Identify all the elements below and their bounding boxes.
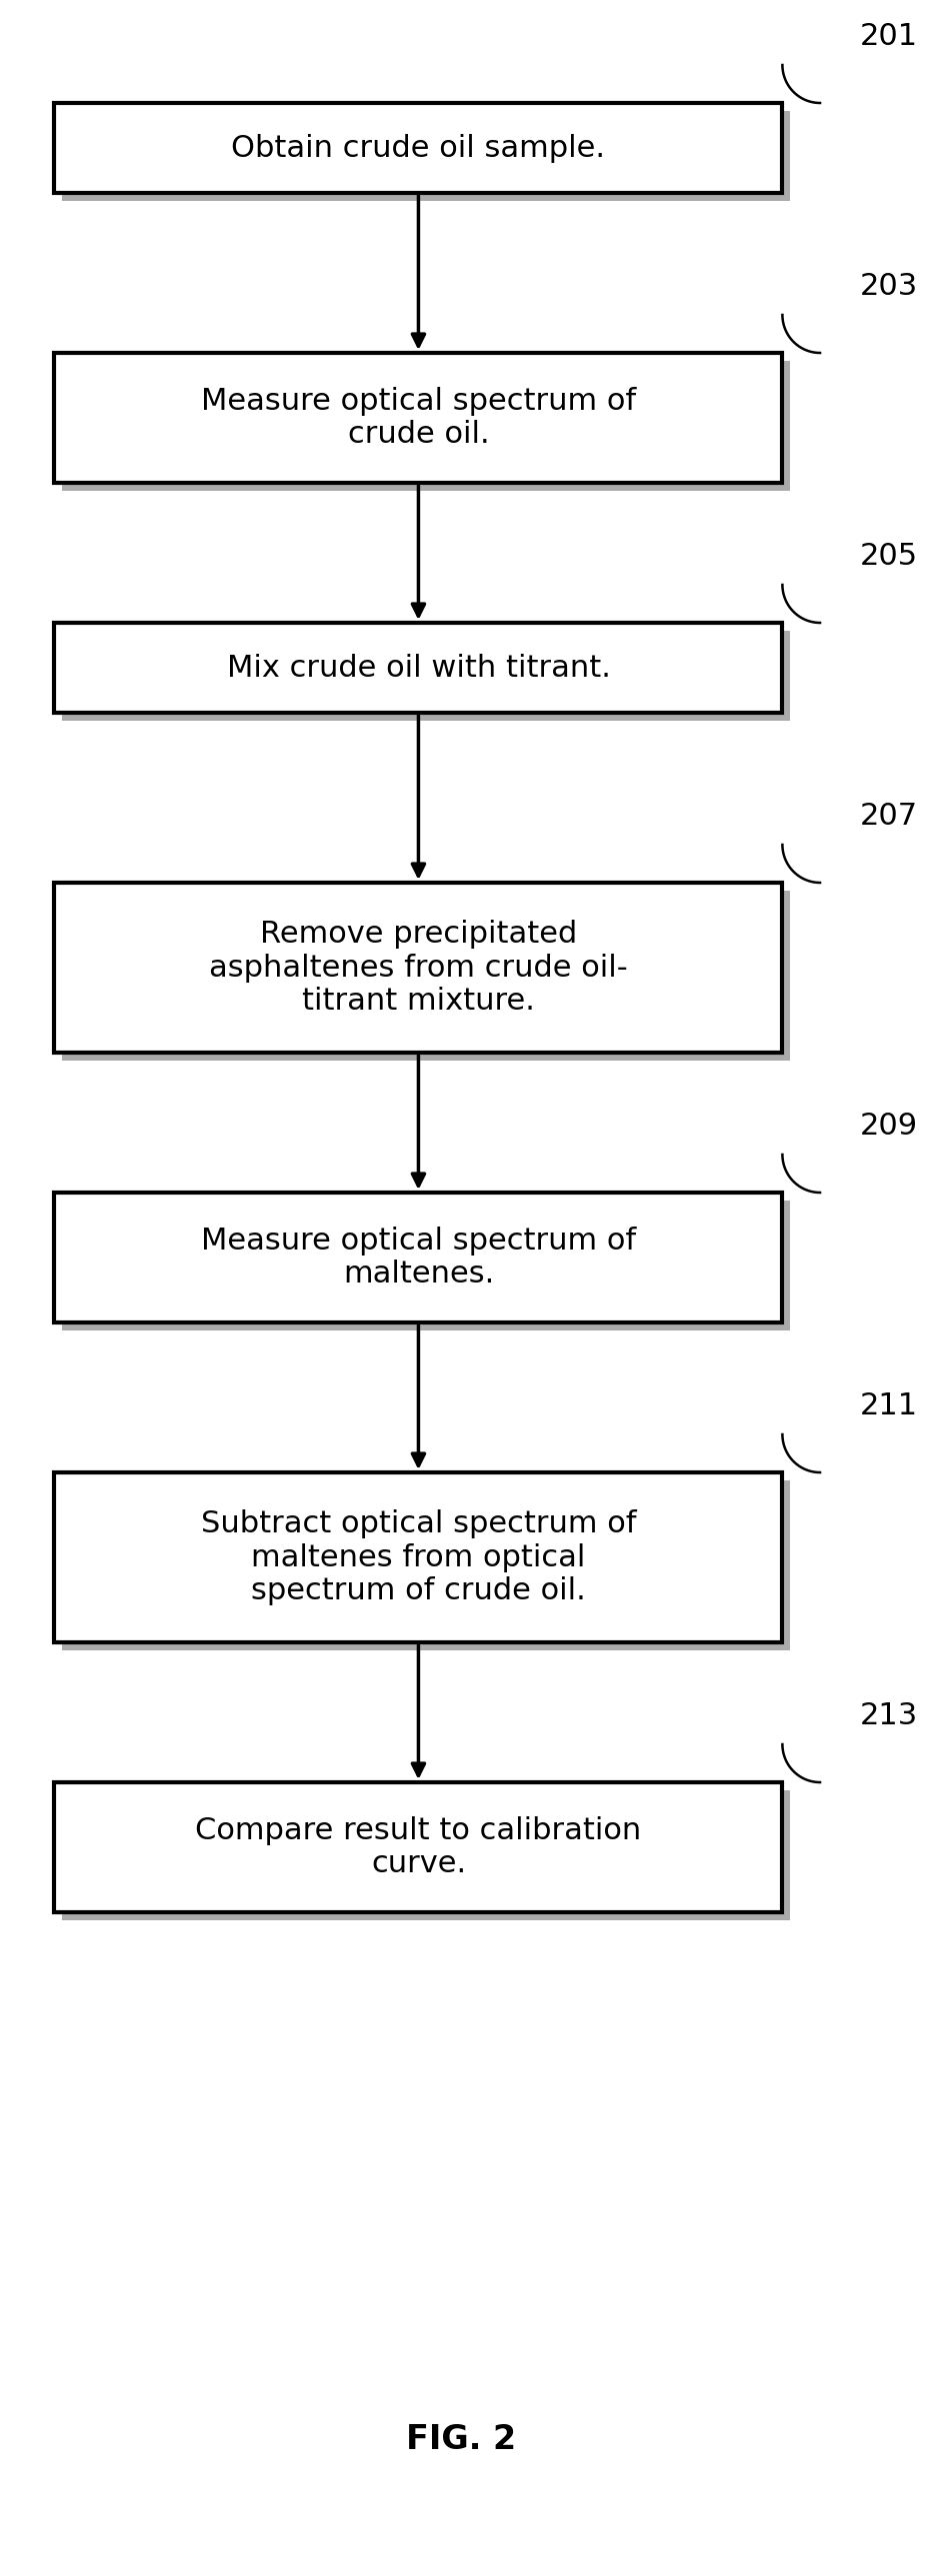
Bar — [54, 1193, 782, 1321]
Bar — [54, 623, 782, 714]
Text: Mix crude oil with titrant.: Mix crude oil with titrant. — [226, 654, 610, 683]
Text: 201: 201 — [860, 21, 918, 52]
Text: Remove precipitated
asphaltenes from crude oil-
titrant mixture.: Remove precipitated asphaltenes from cru… — [209, 920, 628, 1015]
Text: Obtain crude oil sample.: Obtain crude oil sample. — [231, 134, 606, 162]
Bar — [62, 631, 790, 721]
Text: 207: 207 — [860, 801, 918, 829]
Text: Compare result to calibration
curve.: Compare result to calibration curve. — [196, 1816, 641, 1878]
Text: 205: 205 — [860, 541, 918, 569]
Text: 203: 203 — [860, 270, 918, 301]
Bar — [62, 1481, 790, 1651]
Bar — [54, 884, 782, 1054]
Bar — [62, 111, 790, 201]
Bar — [62, 1200, 790, 1329]
Bar — [54, 353, 782, 482]
Text: 211: 211 — [860, 1391, 918, 1419]
Bar — [54, 103, 782, 193]
Bar — [62, 361, 790, 492]
Text: Measure optical spectrum of
maltenes.: Measure optical spectrum of maltenes. — [201, 1226, 636, 1288]
Bar — [62, 891, 790, 1061]
Bar — [62, 1790, 790, 1919]
Text: Subtract optical spectrum of
maltenes from optical
spectrum of crude oil.: Subtract optical spectrum of maltenes fr… — [200, 1510, 637, 1605]
Text: FIG. 2: FIG. 2 — [406, 2421, 516, 2455]
Text: 213: 213 — [860, 1700, 918, 1731]
Bar — [54, 1473, 782, 1643]
Text: 209: 209 — [860, 1110, 918, 1141]
Text: Measure optical spectrum of
crude oil.: Measure optical spectrum of crude oil. — [201, 386, 636, 448]
Bar — [54, 1783, 782, 1911]
